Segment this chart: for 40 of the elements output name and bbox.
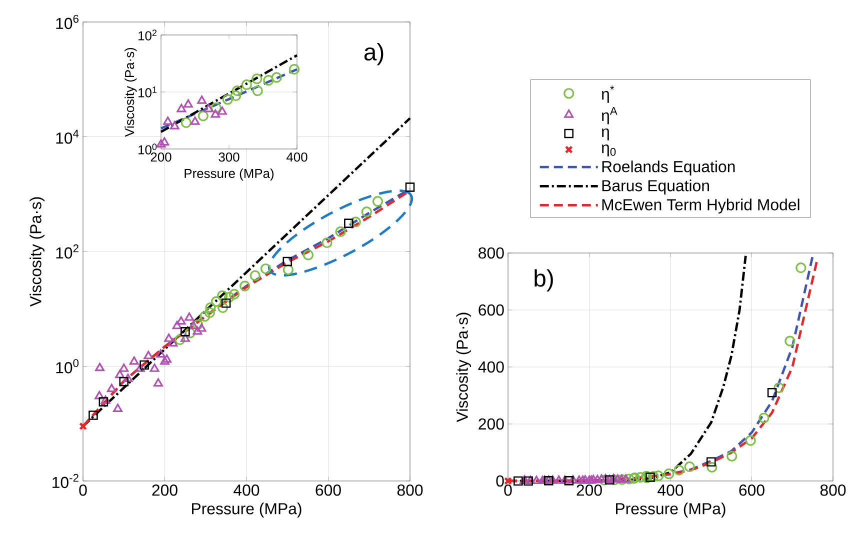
y-tick-label: 600 — [478, 304, 504, 316]
legend-label: McEwen Term Hybrid Model — [602, 198, 800, 214]
x-tick-label: 800 — [820, 484, 846, 496]
y-tick-label: 10$^{0}$ — [56, 359, 79, 374]
y-tick-label: 800 — [478, 247, 504, 259]
y-tick-label: 0 — [496, 475, 504, 487]
legend-label: Barus Equation — [602, 180, 709, 194]
y-axis-title: Viscosity (Pa·s) — [456, 312, 472, 422]
x-tick-label: 0 — [79, 484, 87, 496]
y-axis-title: Viscosity (Pa·s) — [30, 197, 45, 307]
x-tick-label: 300 — [218, 152, 240, 162]
legend-label: Roelands Equation — [602, 160, 735, 176]
legend-label: η — [602, 128, 609, 140]
annotation: a) — [364, 42, 384, 66]
y-tick-label: 10$^{2}$ — [138, 30, 157, 40]
x-tick-label: 800 — [397, 484, 423, 496]
x-tick-label: 400 — [286, 152, 308, 162]
x-axis-title: Pressure (MPa) — [616, 502, 726, 518]
y-axis-title: Viscosity (Pa·s) — [124, 48, 137, 137]
y-tick-label: 10$^{4}$ — [56, 130, 79, 144]
y-tick-label: 10$^{-2}$ — [52, 474, 78, 488]
y-tick-label: 10$^{1}$ — [138, 86, 157, 98]
legend-label: η$^{A}$ — [602, 107, 618, 124]
legend-label: η$_{0}$ — [602, 144, 616, 156]
y-tick-label: 200 — [478, 418, 504, 430]
x-tick-label: 0 — [504, 484, 512, 496]
x-tick-label: 200 — [152, 484, 178, 496]
x-axis-title: Pressure (MPa) — [184, 168, 274, 181]
y-tick-label: 10$^{6}$ — [56, 14, 79, 30]
x-tick-label: 600 — [739, 484, 764, 496]
x-tick-label: 600 — [316, 484, 341, 496]
y-tick-label: 400 — [478, 361, 504, 373]
x-tick-label: 400 — [658, 484, 684, 496]
x-tick-label: 200 — [576, 484, 602, 496]
y-tick-label: 10$^{2}$ — [56, 244, 78, 259]
x-axis-title: Pressure (MPa) — [192, 502, 302, 518]
legend-label: η$^{*}$ — [602, 86, 614, 103]
annotation: b) — [534, 269, 553, 292]
x-tick-label: 400 — [234, 484, 260, 496]
x-tick-label: 200 — [150, 152, 172, 162]
